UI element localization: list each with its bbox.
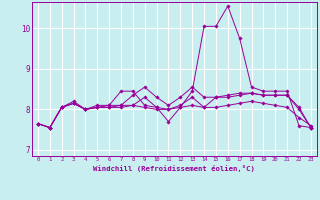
- X-axis label: Windchill (Refroidissement éolien,°C): Windchill (Refroidissement éolien,°C): [93, 165, 255, 172]
